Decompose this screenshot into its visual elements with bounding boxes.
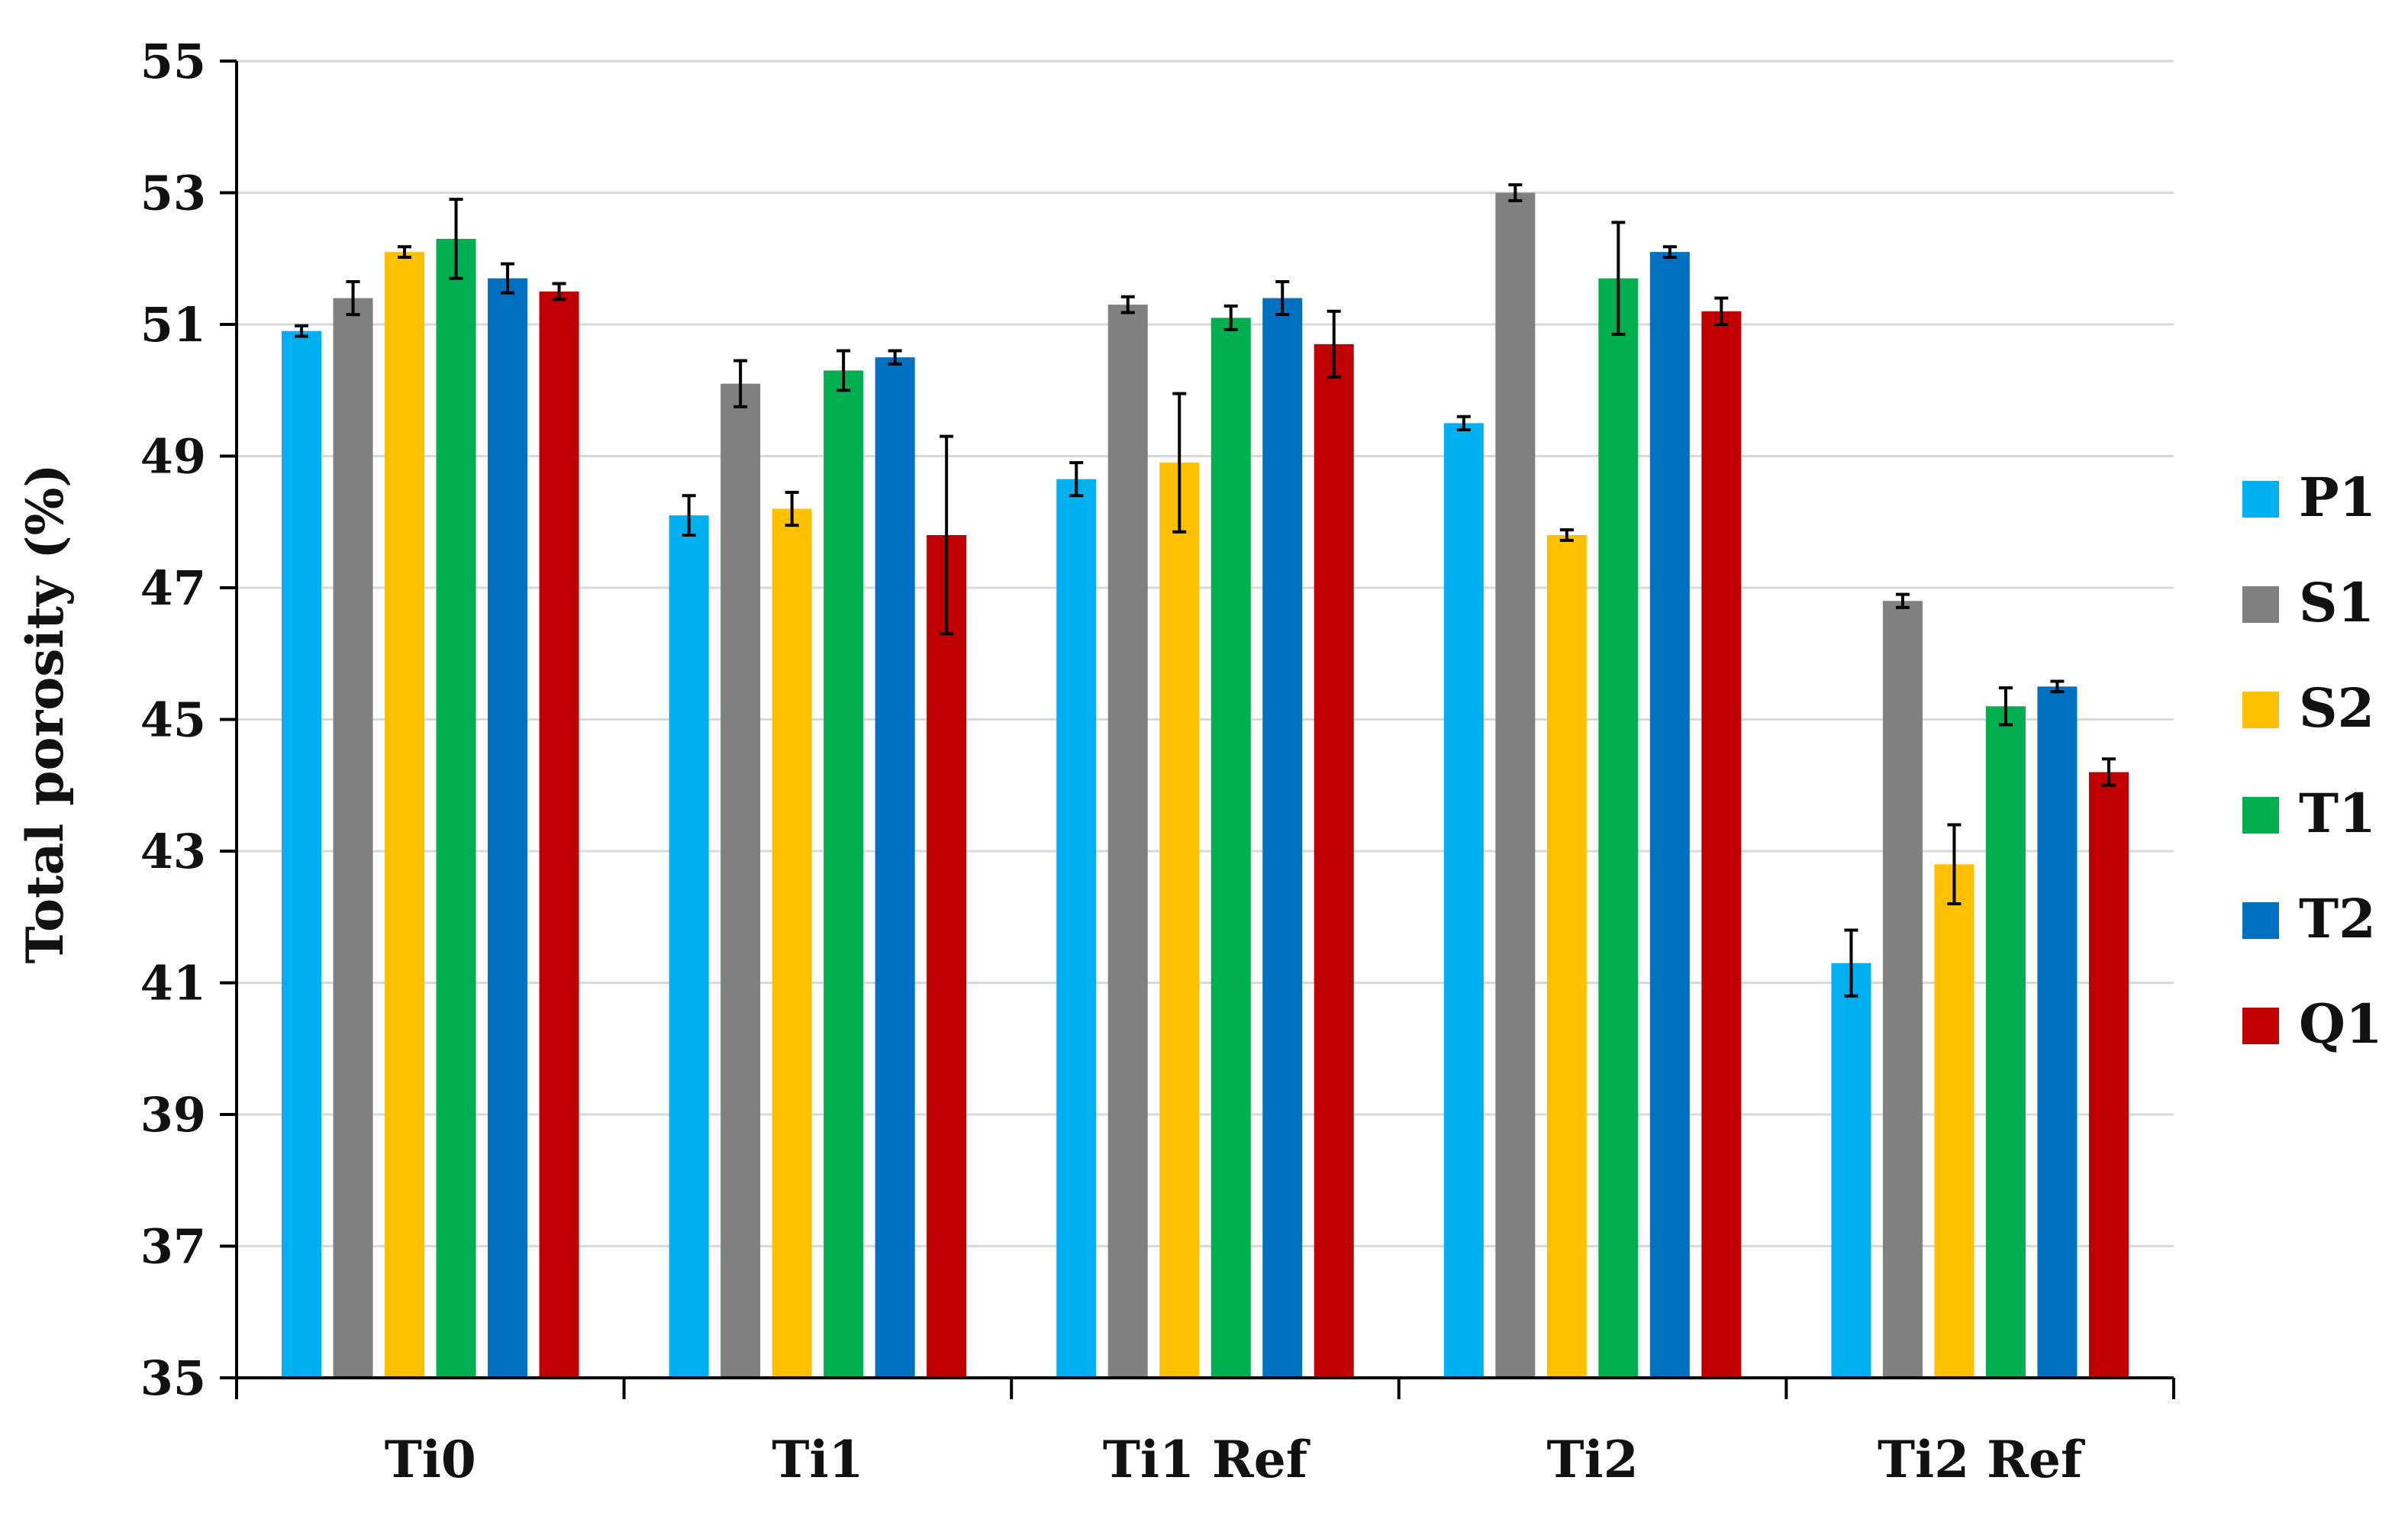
legend-label-q1: Q1 <box>2299 992 2383 1056</box>
y-tick-label: 37 <box>140 1219 206 1275</box>
x-category-label: Ti2 Ref <box>1878 1430 2085 1489</box>
bar-q1 <box>927 535 967 1378</box>
legend-label-p1: P1 <box>2299 466 2376 529</box>
x-category-label: Ti0 <box>385 1430 476 1489</box>
bar-s2 <box>1934 864 1974 1378</box>
bars <box>282 192 2129 1378</box>
x-category-label: Ti1 Ref <box>1103 1430 1310 1489</box>
bar-p1 <box>1443 423 1484 1378</box>
bar-s1 <box>1107 305 1148 1378</box>
bar-s1 <box>720 383 761 1378</box>
y-axis-label: Total porosity (%) <box>15 463 75 963</box>
legend-label-s1: S1 <box>2299 571 2374 634</box>
bar-p1 <box>1056 479 1097 1378</box>
legend-label-t1: T1 <box>2299 782 2376 845</box>
tick-labels: 35 37 39 41 43 45 47 49 51 53 55 <box>140 34 206 1406</box>
y-tick-label: 41 <box>140 956 206 1011</box>
legend-label-t2: T2 <box>2299 887 2376 950</box>
category-labels: Ti0 Ti1 Ti1 Ref Ti2 Ti2 Ref <box>385 1430 2085 1489</box>
y-tick-label: 47 <box>140 560 206 616</box>
bar-t2 <box>488 278 528 1378</box>
legend-swatch-p1 <box>2242 481 2279 518</box>
axes <box>220 60 2175 1399</box>
bar-s2 <box>385 252 425 1378</box>
bar-t1 <box>436 238 476 1378</box>
y-tick-label: 51 <box>140 297 206 353</box>
bar-t2 <box>2037 686 2078 1378</box>
bar-s1 <box>1495 192 1536 1378</box>
bar-s2 <box>772 508 812 1378</box>
legend-swatch-s1 <box>2242 586 2279 623</box>
error-bars <box>295 183 2116 998</box>
bar-t2 <box>1649 252 1690 1378</box>
y-tick-label: 39 <box>140 1087 206 1143</box>
bar-p1 <box>1831 963 1871 1378</box>
y-tick-label: 43 <box>140 824 206 879</box>
bar-s2 <box>1159 463 1200 1378</box>
y-tick-label: 49 <box>140 429 206 485</box>
legend-swatch-t2 <box>2242 902 2279 939</box>
bar-p1 <box>282 331 322 1378</box>
legend-swatch-s2 <box>2242 692 2279 728</box>
bar-t2 <box>1262 298 1303 1378</box>
bar-q1 <box>1701 311 1742 1378</box>
y-tick-label: 55 <box>140 34 206 89</box>
bar-t1 <box>1210 318 1251 1378</box>
legend-label-s2: S2 <box>2299 676 2374 740</box>
bar-t1 <box>824 370 864 1378</box>
y-tick-label: 53 <box>140 166 206 221</box>
bar-q1 <box>539 291 579 1378</box>
bar-s2 <box>1546 535 1587 1378</box>
x-category-label: Ti2 <box>1547 1430 1639 1489</box>
y-tick-label: 35 <box>140 1350 206 1406</box>
bar-t1 <box>1598 278 1639 1378</box>
bar-s1 <box>1882 601 1923 1378</box>
bar-t2 <box>875 357 915 1378</box>
bar-s1 <box>333 298 373 1378</box>
bar-q1 <box>1314 344 1354 1378</box>
legend-swatch-t1 <box>2242 797 2279 834</box>
bar-t1 <box>1985 706 2026 1378</box>
y-tick-label: 45 <box>140 692 206 748</box>
legend: P1 S1 S2 T1 T2 Q1 <box>2242 466 2383 1056</box>
x-category-label: Ti1 <box>772 1430 863 1489</box>
bar-q1 <box>2088 772 2129 1378</box>
bar-p1 <box>669 515 709 1378</box>
legend-swatch-q1 <box>2242 1008 2279 1044</box>
